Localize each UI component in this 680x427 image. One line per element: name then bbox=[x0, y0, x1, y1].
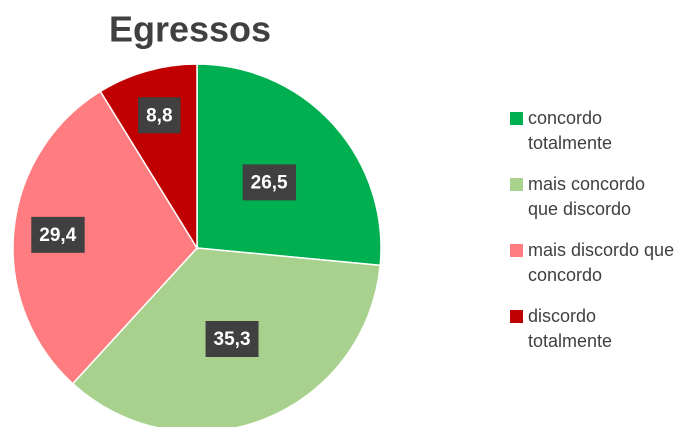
data-label-text: 29,4 bbox=[39, 225, 76, 246]
legend-entry: mais discordo que concordo bbox=[510, 238, 675, 288]
legend-swatch bbox=[510, 310, 523, 323]
legend-label: mais discordo que concordo bbox=[528, 240, 675, 285]
data-label-box bbox=[242, 164, 297, 201]
legend-swatch bbox=[510, 244, 523, 257]
legend: concordo totalmente mais concordo que dis… bbox=[510, 106, 675, 370]
legend-swatch bbox=[510, 178, 523, 191]
data-label: 26,5 bbox=[242, 164, 297, 201]
data-label-box bbox=[138, 97, 181, 134]
data-label-box bbox=[205, 321, 259, 358]
pie-slice bbox=[12, 90, 198, 385]
legend-label: concordo totalmente bbox=[528, 108, 613, 153]
data-label-box bbox=[31, 216, 85, 253]
data-label: 8,8 bbox=[138, 97, 181, 134]
legend-swatch bbox=[510, 112, 523, 125]
legend-entry: concordo totalmente bbox=[510, 106, 675, 156]
data-label: 29,4 bbox=[31, 216, 85, 253]
data-label-text: 8,8 bbox=[146, 105, 172, 126]
chart-title: Egressos bbox=[109, 9, 271, 50]
legend-entry: mais concordo que discordo bbox=[510, 172, 675, 222]
legend-label: mais concordo que discordo bbox=[528, 174, 646, 219]
data-label-text: 26,5 bbox=[251, 172, 288, 193]
data-label: 35,3 bbox=[205, 321, 259, 358]
legend-entry: discordo totalmente bbox=[510, 304, 675, 354]
legend-label: discordo totalmente bbox=[528, 306, 613, 351]
data-label-text: 35,3 bbox=[214, 329, 251, 350]
